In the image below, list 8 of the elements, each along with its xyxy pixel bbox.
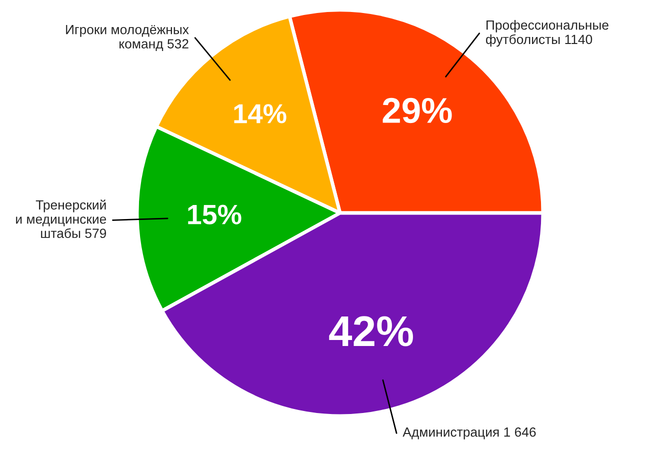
data-label: 15% [188,204,242,224]
data-label: 29% [382,98,452,124]
slice-label: Тренерский и медицинские штабы 579 [16,200,106,238]
slice-label: Администрация 1 646 [402,427,536,440]
data-label: 14% [234,104,286,124]
slice-label: Профессиональные футболисты 1140 [486,20,608,47]
data-label: 42% [329,316,413,346]
slice-label: Игроки молодёжных команд 532 [66,25,189,51]
